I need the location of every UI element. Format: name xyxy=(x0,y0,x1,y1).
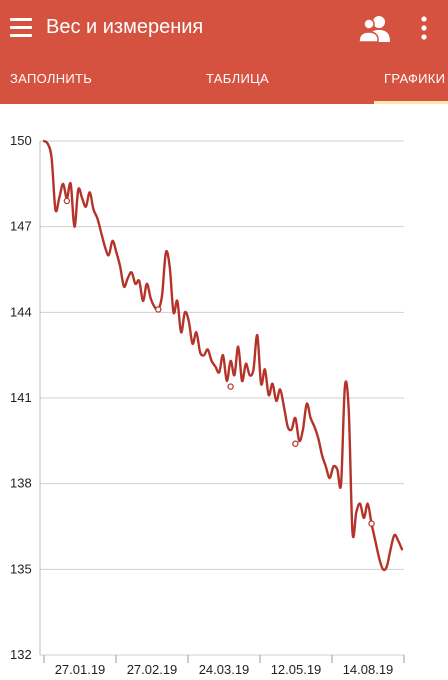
tab-charts[interactable]: ГРАФИКИ xyxy=(374,56,448,104)
tab-fill[interactable]: ЗАПОЛНИТЬ xyxy=(10,71,93,86)
x-tick-label: 24.03.19 xyxy=(199,662,250,677)
x-tick-label: 27.02.19 xyxy=(127,662,178,677)
data-point-marker xyxy=(63,197,71,205)
y-tick-label: 147 xyxy=(10,219,32,234)
y-tick-label: 150 xyxy=(10,133,32,148)
chart-canvas: 132 135 138 141 144 147 150 27.01.19 27.02.19 24.… xyxy=(10,133,405,677)
y-tick-label: 132 xyxy=(10,647,32,662)
x-tick-label: 14.08.19 xyxy=(343,662,394,677)
x-tick-label: 12.05.19 xyxy=(271,662,322,677)
x-tick-label: 27.01.19 xyxy=(55,662,106,677)
menu-icon[interactable] xyxy=(10,18,32,38)
toolbar: Вес и измерения xyxy=(0,0,448,56)
people-icon[interactable] xyxy=(358,12,392,44)
weight-chart: 132 135 138 141 144 147 150 27.01.19 27.02.19 24.… xyxy=(0,104,448,680)
y-tick-label: 135 xyxy=(10,561,32,576)
app-bar: Вес и измерения ЗАПОЛНИТЬ ТАБЛИЦА ГРАФИК… xyxy=(0,0,448,104)
data-point-marker xyxy=(155,306,162,313)
y-tick-label: 144 xyxy=(10,304,32,319)
series-line xyxy=(42,139,404,572)
data-point-marker xyxy=(227,383,234,390)
page-title: Вес и измерения xyxy=(46,16,204,38)
data-point-marker xyxy=(368,520,375,527)
more-vertical-icon[interactable] xyxy=(416,12,432,44)
tab-table[interactable]: ТАБЛИЦА xyxy=(206,71,269,86)
data-point-marker xyxy=(292,440,299,447)
y-tick-label: 141 xyxy=(10,390,32,405)
y-tick-label: 138 xyxy=(10,476,32,491)
tab-bar: ЗАПОЛНИТЬ ТАБЛИЦА ГРАФИКИ xyxy=(0,56,448,104)
